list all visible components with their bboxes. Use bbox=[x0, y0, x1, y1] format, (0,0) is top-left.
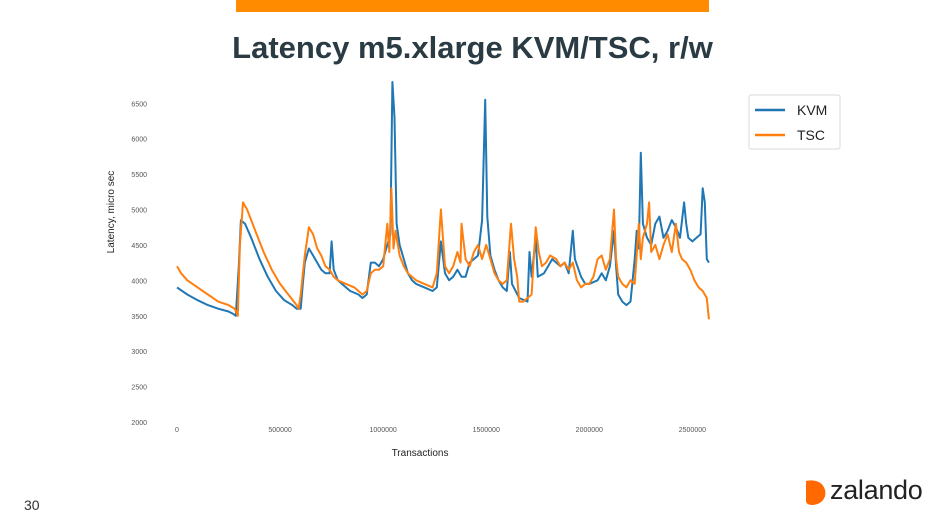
y-tick-label: 4000 bbox=[131, 278, 147, 285]
x-tick-label: 0 bbox=[175, 427, 179, 434]
y-tick-label: 6000 bbox=[131, 137, 147, 144]
x-tick-label: 2500000 bbox=[679, 427, 706, 434]
top-accent-bar bbox=[236, 0, 709, 12]
slide-title: Latency m5.xlarge KVM/TSC, r/w bbox=[232, 30, 713, 65]
page-number: 30 bbox=[24, 497, 40, 513]
y-axis-label: Latency, micro sec bbox=[106, 171, 117, 254]
y-tick-label: 3500 bbox=[131, 314, 147, 321]
x-tick-label: 2000000 bbox=[576, 427, 603, 434]
x-tick-label: 1500000 bbox=[473, 427, 500, 434]
y-tick-label: 5500 bbox=[131, 172, 147, 179]
y-tick-label: 4500 bbox=[131, 243, 147, 250]
x-axis-label: Transactions bbox=[392, 448, 449, 459]
legend-label-kvm: KVM bbox=[797, 102, 827, 118]
brand-name: zalando bbox=[830, 475, 923, 505]
y-tick-label: 6500 bbox=[131, 101, 147, 108]
series-line-tsc bbox=[176, 187, 710, 320]
x-tick-label: 1000000 bbox=[370, 427, 397, 434]
plot-area: 2000 2500 3000 3500 4000 4500 5000 5500 6000 6500… bbox=[106, 81, 841, 459]
series-line-kvm bbox=[176, 81, 710, 317]
x-tick-label: 500000 bbox=[268, 427, 291, 434]
y-tick-label: 2500 bbox=[131, 385, 147, 392]
zalando-logo-icon bbox=[806, 480, 826, 505]
y-tick-label: 5000 bbox=[131, 208, 147, 215]
legend-label-tsc: TSC bbox=[797, 127, 825, 143]
latency-line-chart: 2000 2500 3000 3500 4000 4500 5000 5500 6000 6500… bbox=[106, 81, 841, 459]
y-tick-label: 3000 bbox=[131, 349, 147, 356]
y-tick-label: 2000 bbox=[131, 420, 147, 427]
